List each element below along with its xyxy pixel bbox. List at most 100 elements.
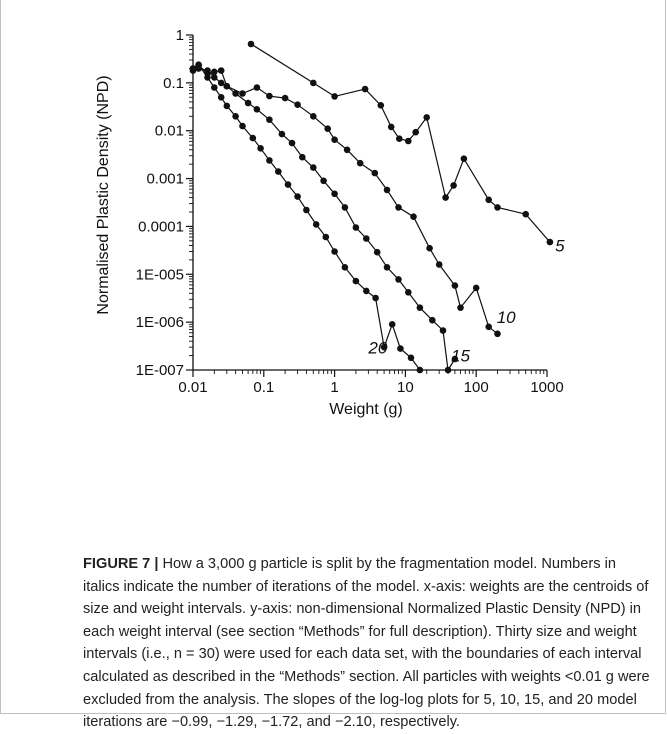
data-point <box>457 304 464 312</box>
data-point <box>331 93 338 100</box>
data-point <box>341 264 349 271</box>
data-point <box>343 146 351 154</box>
figure-label: FIGURE 7 | <box>83 556 159 572</box>
data-point <box>435 261 443 268</box>
series-5-iterations: 5 <box>247 40 565 256</box>
data-point <box>281 94 289 102</box>
data-point <box>412 128 420 136</box>
series-label: 20 <box>367 339 387 358</box>
data-point <box>485 323 493 331</box>
data-point <box>310 79 317 87</box>
data-point <box>522 210 529 218</box>
series-line <box>192 64 498 335</box>
data-point <box>331 248 338 255</box>
data-point <box>247 40 255 48</box>
data-point <box>284 181 292 188</box>
data-point <box>442 194 449 201</box>
data-point <box>217 67 225 74</box>
y-axis-label: Normalised Plastic Density (NPD) <box>95 75 112 314</box>
data-point <box>223 102 231 110</box>
chart-series-layer: 5 10 15 20 <box>189 40 565 374</box>
data-point <box>352 224 360 231</box>
data-point <box>494 330 501 338</box>
data-point <box>383 186 391 194</box>
data-point <box>363 235 370 242</box>
data-point <box>472 284 480 292</box>
y-tick-label: 0.001 <box>146 171 184 188</box>
data-point <box>460 155 468 162</box>
data-point <box>397 345 404 352</box>
data-point <box>303 206 310 214</box>
data-point <box>331 136 338 143</box>
data-point <box>266 92 273 100</box>
y-tick-label: 1E-006 <box>136 314 184 331</box>
figure-caption: FIGURE 7 | How a 3,000 g particle is spl… <box>83 553 653 734</box>
data-point <box>373 248 381 256</box>
data-point <box>372 294 379 302</box>
data-point <box>395 204 402 211</box>
data-point <box>331 190 338 198</box>
data-point <box>426 244 433 252</box>
data-point <box>253 84 261 91</box>
data-point <box>324 125 332 132</box>
data-point <box>288 139 296 147</box>
data-point <box>211 74 218 81</box>
data-point <box>232 90 239 97</box>
data-point <box>352 277 360 285</box>
data-point <box>429 316 436 324</box>
y-tick-label: 0.01 <box>155 123 184 140</box>
x-tick-label: 1000 <box>530 379 563 396</box>
data-point <box>407 354 415 362</box>
data-point <box>310 113 317 120</box>
data-point <box>294 101 301 108</box>
data-point <box>204 67 211 74</box>
chart-axes: 10.10.010.0010.00011E-0051E-0061E-0070.0… <box>136 27 564 396</box>
data-point <box>239 90 246 97</box>
data-point <box>312 221 320 228</box>
series-20-iterations: 20 <box>189 61 424 374</box>
series-10-iterations: 10 <box>189 62 516 338</box>
data-point <box>232 113 239 120</box>
x-tick-label: 0.01 <box>178 379 207 396</box>
data-point <box>395 276 402 283</box>
data-point <box>244 99 252 107</box>
data-point <box>387 123 395 131</box>
data-point <box>383 264 391 271</box>
data-point <box>211 84 218 91</box>
data-point <box>361 85 369 93</box>
data-point <box>450 182 457 189</box>
series-line <box>193 67 456 372</box>
data-point <box>451 355 459 363</box>
data-point <box>195 61 202 68</box>
data-point <box>439 327 447 334</box>
data-point <box>405 137 412 145</box>
data-point <box>405 289 412 296</box>
data-point <box>266 157 273 164</box>
y-tick-label: 1E-007 <box>136 362 184 379</box>
x-tick-label: 1 <box>330 379 338 396</box>
data-point <box>451 282 459 289</box>
data-point <box>341 204 349 211</box>
series-line <box>250 43 551 243</box>
data-point <box>363 287 370 295</box>
x-tick-label: 100 <box>464 379 489 396</box>
x-axis-label: Weight (g) <box>329 401 403 418</box>
data-point <box>257 145 264 152</box>
data-point <box>416 366 424 374</box>
data-point <box>189 67 197 74</box>
data-point <box>275 168 282 175</box>
data-point <box>371 169 379 177</box>
data-point <box>239 122 246 130</box>
data-point <box>310 164 317 171</box>
data-point <box>444 366 452 374</box>
y-tick-label: 0.0001 <box>138 218 184 235</box>
data-point <box>377 102 385 109</box>
data-point <box>322 233 330 241</box>
data-point <box>211 68 218 76</box>
series-label: 15 <box>451 347 470 366</box>
data-point <box>266 116 273 123</box>
figure-frame <box>0 0 666 714</box>
data-point <box>396 135 403 142</box>
data-point <box>217 79 225 87</box>
data-point <box>278 130 286 138</box>
